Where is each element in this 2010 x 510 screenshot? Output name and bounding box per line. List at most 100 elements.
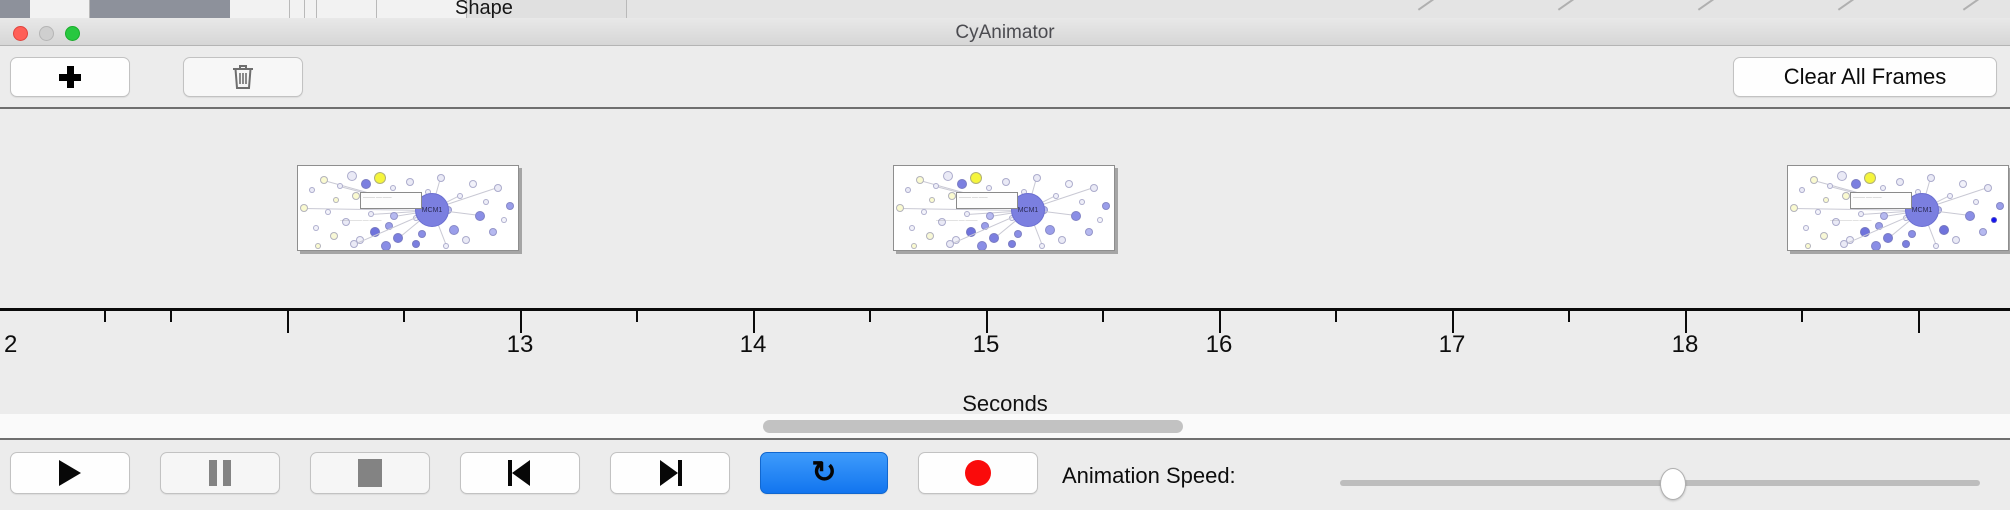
network-node bbox=[449, 225, 459, 235]
network-node bbox=[957, 179, 967, 189]
timeline-panel[interactable]: MCM1 ———— —— ——— ——— ———— —— ———— MCM1 ———— … bbox=[0, 109, 2010, 414]
network-caption: ——— ———— —— ———— bbox=[936, 218, 978, 222]
network-node bbox=[1896, 178, 1904, 186]
axis-tick-major bbox=[986, 311, 988, 333]
axis-tick-minor bbox=[1801, 311, 1803, 322]
plus-icon bbox=[59, 66, 81, 88]
delete-frame-button[interactable] bbox=[183, 57, 303, 97]
axis-tick-label: 14 bbox=[739, 331, 767, 358]
network-node bbox=[333, 197, 339, 203]
add-frame-button[interactable] bbox=[10, 57, 130, 97]
network-node bbox=[352, 192, 360, 200]
bg-panel-3 bbox=[290, 0, 305, 18]
bg-panel-5 bbox=[317, 0, 377, 18]
bg-diagonal-2 bbox=[1557, 0, 1583, 18]
slider-thumb[interactable] bbox=[1659, 468, 1686, 500]
network-node bbox=[1079, 199, 1085, 205]
network-node bbox=[412, 240, 420, 248]
network-node bbox=[469, 180, 477, 188]
network-node bbox=[1090, 184, 1098, 192]
skip-to-start-button[interactable] bbox=[460, 452, 580, 494]
network-node bbox=[347, 171, 357, 181]
network-caption: ——— ———— —— ———— bbox=[340, 218, 382, 222]
skip-to-end-button[interactable] bbox=[610, 452, 730, 494]
network-node bbox=[1071, 211, 1081, 221]
axis-tick-major bbox=[1685, 311, 1687, 333]
network-node bbox=[1008, 240, 1016, 248]
page-title: CyAnimator bbox=[955, 22, 1055, 43]
axis-tick-minor bbox=[104, 311, 106, 322]
network-annotation-box: ———— —— ——— bbox=[360, 192, 422, 209]
network-node bbox=[483, 199, 489, 205]
network-node bbox=[896, 204, 904, 212]
network-node bbox=[350, 240, 358, 248]
timeline-scrollbar[interactable] bbox=[0, 414, 2010, 440]
background-window-strip: Shape bbox=[0, 0, 2010, 18]
network-node bbox=[929, 197, 935, 203]
network-node bbox=[390, 212, 398, 220]
network-node bbox=[1832, 218, 1840, 226]
pause-button[interactable] bbox=[160, 452, 280, 494]
axis-tick-minor bbox=[1102, 311, 1104, 322]
bg-panel-4 bbox=[305, 0, 317, 18]
playback-controls: ↻ Animation Speed: bbox=[0, 440, 2010, 510]
bg-dark-block-1 bbox=[0, 0, 30, 18]
timeline-frame-thumbnail[interactable]: MCM1 ———— —— ——— ——— ———— —— ———— bbox=[297, 165, 519, 251]
network-node bbox=[977, 241, 987, 250]
clear-all-frames-button[interactable]: Clear All Frames bbox=[1733, 57, 1997, 97]
bg-panel-2 bbox=[230, 0, 290, 18]
network-node bbox=[393, 233, 403, 243]
network-node bbox=[1014, 230, 1022, 238]
zoom-button[interactable] bbox=[65, 26, 80, 41]
network-node bbox=[1102, 202, 1110, 210]
axis-tick-label: 13 bbox=[506, 331, 534, 358]
background-window-label: Shape bbox=[455, 0, 513, 18]
network-node bbox=[989, 233, 999, 243]
timeline-frame-thumbnail[interactable]: MCM1 ———— —— ——— ——— ———— —— ———— bbox=[893, 165, 1115, 251]
network-node bbox=[300, 204, 308, 212]
close-button[interactable] bbox=[13, 26, 28, 41]
network-node bbox=[1842, 192, 1850, 200]
stop-button[interactable] bbox=[310, 452, 430, 494]
network-node bbox=[418, 230, 426, 238]
network-node bbox=[1065, 180, 1073, 188]
network-node bbox=[501, 217, 507, 223]
network-node bbox=[1058, 236, 1066, 244]
minimize-button[interactable] bbox=[39, 26, 54, 41]
network-node bbox=[1827, 183, 1833, 189]
network-node bbox=[1837, 171, 1847, 181]
network-node bbox=[1085, 228, 1093, 236]
axis-tick-label: 16 bbox=[1205, 331, 1233, 358]
record-button[interactable] bbox=[918, 452, 1038, 494]
network-node bbox=[1851, 179, 1861, 189]
network-caption: ——— ———— —— ———— bbox=[1830, 218, 1872, 222]
network-node bbox=[916, 176, 924, 184]
network-node bbox=[330, 232, 338, 240]
network-node bbox=[1880, 185, 1886, 191]
axis-title: Seconds bbox=[962, 391, 1048, 414]
bg-diagonal-5 bbox=[1962, 0, 1988, 18]
network-node bbox=[1984, 184, 1992, 192]
network-node bbox=[489, 228, 497, 236]
timeline-axis bbox=[0, 308, 2010, 311]
loop-button[interactable]: ↻ bbox=[760, 452, 888, 494]
network-node bbox=[337, 183, 343, 189]
network-node bbox=[926, 232, 934, 240]
axis-tick-major bbox=[1219, 311, 1221, 333]
network-node bbox=[1991, 217, 1997, 223]
network-node bbox=[905, 187, 911, 193]
network-node bbox=[342, 218, 350, 226]
network-node bbox=[1933, 243, 1939, 249]
timeline-frame-thumbnail[interactable]: MCM1 ———— —— ——— ——— ———— —— ———— bbox=[1787, 165, 2009, 251]
network-node bbox=[462, 236, 470, 244]
network-node bbox=[506, 202, 514, 210]
scrollbar-thumb[interactable] bbox=[763, 420, 1183, 433]
axis-tick-minor bbox=[170, 311, 172, 322]
network-node bbox=[1973, 199, 1979, 205]
network-node bbox=[1805, 243, 1811, 249]
play-button[interactable] bbox=[10, 452, 130, 494]
network-node bbox=[1979, 228, 1987, 236]
animation-speed-slider[interactable] bbox=[1340, 468, 1980, 500]
network-node bbox=[320, 176, 328, 184]
